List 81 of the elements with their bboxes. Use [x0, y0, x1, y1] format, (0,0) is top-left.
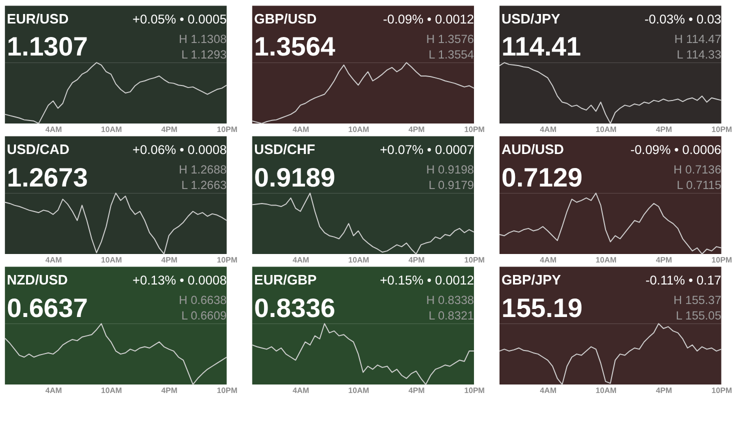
x-tick-label: 4PM [656, 386, 672, 395]
x-tick-label: 4AM [540, 255, 557, 264]
text: 0.8336 [254, 292, 336, 323]
x-tick-label: 4AM [540, 386, 557, 395]
text: H 1.1308 [178, 32, 228, 46]
text: H 0.6638 [178, 294, 228, 308]
text: L 114.33 [676, 48, 722, 62]
x-tick-label: 4PM [161, 124, 178, 134]
text: +0.05% • 0.0005 [132, 11, 227, 26]
text: H 155.37 [674, 294, 722, 308]
x-tick-label: 10AM [596, 386, 617, 395]
x-tick-label: 4PM [656, 255, 672, 264]
text: 0.7129 [501, 162, 582, 192]
x-tick-label: 4PM [408, 124, 426, 134]
chart-title: NZD/USD [6, 272, 68, 288]
text: -0.11% • 0.17 [645, 272, 722, 288]
text: +0.13% • 0.0008 [132, 272, 227, 288]
x-tick-label: 4AM [292, 124, 310, 134]
text: 0.6637 [6, 292, 88, 323]
x-tick-label: 10AM [348, 124, 370, 134]
x-tick-label: 4AM [45, 124, 62, 134]
text: H 114.47 [674, 32, 722, 46]
text: L 155.05 [676, 310, 722, 323]
text: H 1.2688 [178, 164, 228, 177]
chart-title: GBP/JPY [501, 272, 561, 288]
x-tick-label: 10PM [464, 124, 486, 134]
text: 1.2673 [6, 162, 88, 192]
chart-title: USD/CAD [6, 142, 70, 157]
x-tick-label: 4AM [292, 386, 310, 395]
text: 0.9189 [254, 162, 336, 192]
text: -0.09% • 0.0006 [630, 142, 722, 157]
text: L 1.1293 [181, 48, 228, 62]
chart-title: EUR/USD [6, 11, 69, 26]
x-tick-label: 10PM [712, 386, 732, 395]
x-tick-label: 4AM [45, 386, 62, 395]
x-tick-label: 10PM [712, 255, 732, 264]
chart-title: GBP/USD [254, 11, 317, 26]
x-tick-label: 4PM [161, 386, 178, 395]
text: +0.15% • 0.0012 [380, 272, 474, 288]
text: L 1.3554 [428, 48, 474, 62]
text: 114.41 [501, 32, 582, 62]
x-tick-label: 10AM [101, 386, 122, 395]
text: 155.19 [501, 292, 582, 323]
chart-title: USD/JPY [501, 11, 560, 26]
x-tick-label: 10PM [712, 124, 732, 134]
text: +0.06% • 0.0008 [132, 142, 227, 157]
text: L 0.7115 [676, 179, 722, 192]
x-tick-label: 10AM [348, 255, 370, 264]
text: H 0.9198 [426, 164, 474, 177]
x-tick-label: 4AM [45, 255, 62, 264]
x-tick-label: 10AM [101, 255, 122, 264]
x-tick-label: 10PM [464, 255, 486, 264]
x-tick-label: 10PM [216, 386, 238, 395]
text: H 1.3576 [426, 32, 474, 46]
text: -0.03% • 0.03 [644, 11, 722, 26]
x-tick-label: 4AM [292, 255, 310, 264]
chart-title: AUD/USD [501, 142, 564, 157]
text: L 0.6609 [181, 310, 227, 323]
x-tick-label: 10PM [216, 255, 238, 264]
x-tick-label: 10AM [348, 386, 370, 395]
x-tick-label: 10PM [464, 386, 486, 395]
x-tick-label: 10AM [596, 124, 617, 134]
x-tick-label: 10AM [101, 124, 122, 134]
text: H 0.8338 [426, 294, 474, 308]
x-tick-label: 4PM [161, 255, 178, 264]
text: -0.09% • 0.0012 [383, 11, 474, 26]
text: H 0.7136 [674, 164, 722, 177]
chart-title: EUR/GBP [254, 272, 317, 288]
chart-title: USD/CHF [254, 142, 316, 157]
x-tick-label: 4PM [656, 124, 672, 134]
text: L 0.9179 [428, 179, 474, 192]
text: 1.3564 [254, 32, 336, 62]
text: L 0.8321 [428, 310, 474, 323]
x-tick-label: 10AM [596, 255, 617, 264]
x-tick-label: 10PM [216, 124, 238, 134]
x-tick-label: 4PM [408, 255, 426, 264]
text: +0.07% • 0.0007 [380, 142, 474, 157]
x-tick-label: 4AM [540, 124, 557, 134]
x-tick-label: 4PM [408, 386, 426, 395]
text: L 1.2663 [181, 179, 228, 192]
text: 1.1307 [6, 32, 88, 62]
